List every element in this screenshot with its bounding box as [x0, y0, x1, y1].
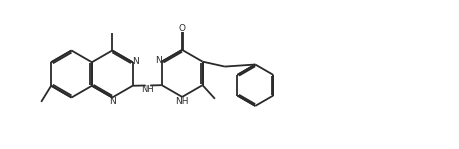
Text: O: O — [178, 24, 185, 33]
Text: N: N — [132, 57, 139, 66]
Text: NH: NH — [175, 97, 189, 106]
Text: NH: NH — [141, 85, 154, 94]
Text: N: N — [109, 97, 115, 106]
Text: N: N — [155, 56, 162, 65]
